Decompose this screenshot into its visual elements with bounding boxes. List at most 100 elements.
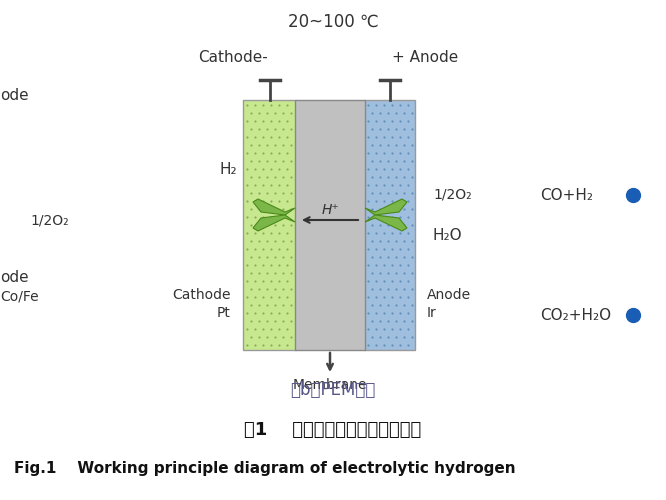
Point [262, 205, 272, 213]
Point [242, 325, 252, 333]
Point [379, 325, 390, 333]
Point [282, 165, 292, 173]
Point [270, 125, 280, 133]
Point [391, 253, 402, 261]
Point [250, 181, 260, 189]
Point [395, 133, 406, 141]
Point [395, 213, 406, 221]
Point [270, 221, 280, 229]
Text: 1/2O₂: 1/2O₂ [30, 213, 69, 227]
Point [278, 141, 288, 149]
Point [407, 285, 418, 293]
Point [371, 309, 382, 317]
Point [282, 213, 292, 221]
Point [367, 237, 378, 245]
Point [407, 141, 418, 149]
Point [387, 133, 398, 141]
Point [282, 277, 292, 285]
Point [278, 253, 288, 261]
Point [375, 301, 386, 309]
Point [254, 253, 264, 261]
Point [395, 341, 406, 349]
Point [379, 293, 390, 301]
Point [258, 261, 268, 269]
Point [242, 229, 252, 237]
Point [395, 117, 406, 125]
Point [266, 117, 276, 125]
Point [254, 205, 264, 213]
Point [407, 301, 418, 309]
Text: Ir: Ir [427, 306, 437, 320]
Point [403, 213, 414, 221]
Text: H⁺: H⁺ [321, 203, 339, 217]
Point [258, 101, 268, 109]
Point [379, 309, 390, 317]
Polygon shape [365, 199, 407, 215]
Point [270, 173, 280, 181]
Point [246, 333, 256, 341]
Point [242, 101, 252, 109]
Point [387, 341, 398, 349]
Point [371, 197, 382, 205]
Point [403, 101, 414, 109]
Point [407, 173, 418, 181]
Point [270, 317, 280, 325]
Point [274, 101, 284, 109]
Text: ode: ode [0, 270, 29, 285]
Point [262, 109, 272, 117]
Point [250, 165, 260, 173]
Point [379, 133, 390, 141]
Bar [295, 100, 365, 350]
Point [367, 333, 378, 341]
Point [387, 213, 398, 221]
Point [254, 125, 264, 133]
Point [363, 293, 374, 301]
Point [383, 221, 394, 229]
Point [246, 141, 256, 149]
Point [375, 173, 386, 181]
Point [254, 317, 264, 325]
Point [403, 165, 414, 173]
Point [367, 221, 378, 229]
Point [262, 285, 272, 293]
Point [286, 237, 296, 245]
Point [242, 165, 252, 173]
Point [407, 109, 418, 117]
Point [399, 109, 410, 117]
Point [254, 109, 264, 117]
Point [286, 253, 296, 261]
Point [387, 101, 398, 109]
Point [375, 141, 386, 149]
Text: ode: ode [0, 88, 29, 102]
Point [363, 229, 374, 237]
Point [266, 325, 276, 333]
Point [399, 173, 410, 181]
Point [371, 261, 382, 269]
Point [371, 213, 382, 221]
Point [367, 109, 378, 117]
Point [387, 309, 398, 317]
Point [371, 101, 382, 109]
Point [403, 277, 414, 285]
Point [407, 237, 418, 245]
Point [391, 285, 402, 293]
Point [258, 149, 268, 157]
Point [270, 301, 280, 309]
Point [246, 157, 256, 165]
Point [399, 205, 410, 213]
Point [403, 117, 414, 125]
Point [403, 261, 414, 269]
Point [367, 125, 378, 133]
Point [270, 253, 280, 261]
Point [286, 189, 296, 197]
Point [262, 269, 272, 277]
Point [258, 213, 268, 221]
Point [399, 253, 410, 261]
Point [266, 213, 276, 221]
Point [391, 157, 402, 165]
Point [399, 333, 410, 341]
Point [367, 189, 378, 197]
Point [383, 301, 394, 309]
Point [242, 213, 252, 221]
Point [242, 277, 252, 285]
